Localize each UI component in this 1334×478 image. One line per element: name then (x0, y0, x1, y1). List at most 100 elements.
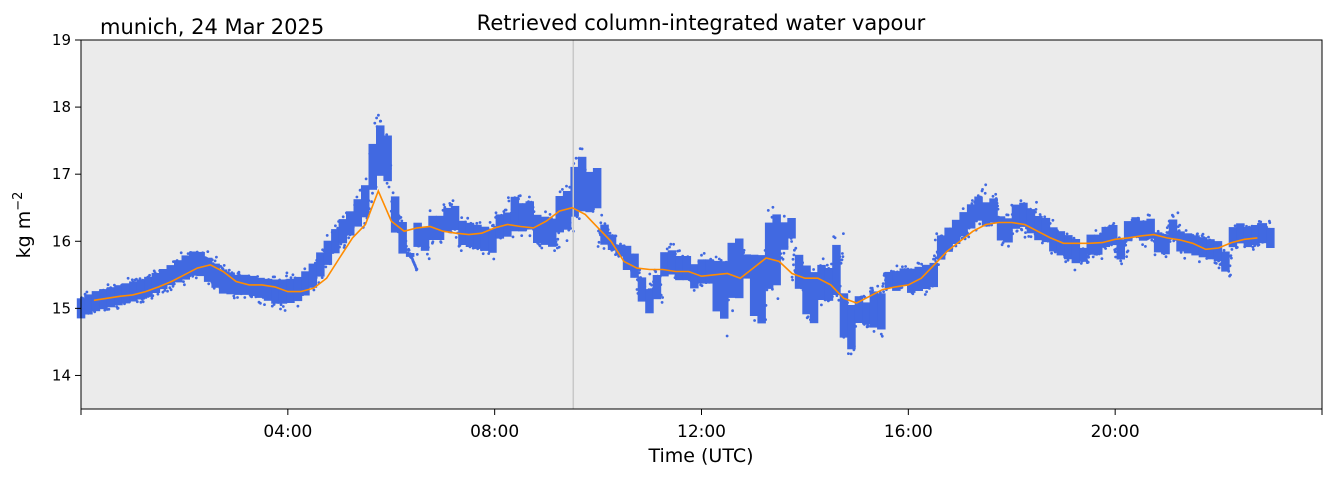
scatter-density-band (458, 220, 467, 245)
scatter-density-band (720, 261, 729, 319)
scatter-point (1015, 229, 1019, 233)
scatter-point (222, 264, 226, 267)
scatter-point (1050, 251, 1053, 255)
scatter-density-band (420, 226, 430, 251)
scatter-point (415, 267, 419, 271)
scatter-point (672, 242, 675, 246)
scatter-point (981, 188, 984, 191)
scatter-density-band (929, 262, 938, 288)
scatter-density-band (443, 207, 452, 233)
scatter-point (1214, 262, 1218, 265)
scatter-point (1104, 247, 1107, 250)
scatter-point (556, 237, 560, 241)
scatter-point (967, 235, 971, 239)
scatter-density-band (1011, 204, 1021, 229)
scatter-point (1198, 260, 1201, 264)
scatter-point (171, 284, 175, 288)
scatter-point (428, 209, 432, 213)
scatter-point (635, 288, 639, 291)
scatter-point (232, 296, 236, 300)
scatter-point (1079, 262, 1083, 265)
scatter-point (879, 332, 883, 336)
scatter-point (1178, 223, 1182, 227)
scatter-point (342, 246, 346, 249)
scatter-point (961, 207, 965, 211)
scatter-point (303, 267, 307, 271)
scatter-point (1141, 243, 1144, 247)
scatter-density-band (211, 263, 220, 288)
y-axis-label-base: kg m (13, 211, 35, 259)
scatter-point (375, 116, 378, 120)
scatter-point (771, 205, 775, 209)
scatter-point (1217, 266, 1221, 270)
scatter-point (141, 300, 145, 304)
scatter-point (596, 245, 600, 248)
scatter-point (880, 334, 884, 338)
scatter-density-band (1131, 217, 1140, 238)
scatter-point (518, 194, 522, 198)
scatter-point (343, 244, 346, 247)
scatter-density-band (293, 276, 303, 302)
scatter-point (882, 290, 885, 293)
scatter-point (1125, 255, 1128, 258)
scatter-density-band (585, 171, 594, 213)
scatter-point (794, 246, 798, 250)
y-tick-label: 18 (52, 98, 71, 116)
scatter-density-band (533, 214, 542, 243)
scatter-density-band (757, 255, 766, 324)
scatter-point (320, 276, 324, 279)
scatter-density-band (869, 291, 879, 328)
scatter-point (1027, 235, 1031, 238)
scatter-point (971, 199, 974, 202)
scatter-point (1156, 229, 1160, 233)
scatter-density-band (129, 281, 138, 302)
scatter-density-band (1064, 235, 1073, 260)
scatter-point (1233, 224, 1237, 228)
scatter-density-band (645, 289, 654, 314)
scatter-point (904, 265, 907, 268)
scatter-point (568, 185, 572, 189)
scatter-point (450, 203, 454, 206)
scatter-density-band (1258, 223, 1268, 244)
scatter-density-band (667, 250, 677, 275)
scatter-point (911, 292, 915, 296)
scatter-point (669, 242, 673, 246)
scatter-density-band (936, 235, 946, 260)
scatter-point (1100, 257, 1104, 260)
scatter-point (790, 240, 793, 243)
scatter-density-band (525, 201, 534, 230)
scatter-point (364, 177, 368, 181)
scatter-density-band (892, 271, 901, 291)
scatter-point (876, 284, 880, 288)
scatter-point (692, 289, 696, 292)
scatter-point (983, 191, 987, 195)
scatter-point (1230, 248, 1234, 251)
scatter-point (1179, 251, 1183, 254)
scatter-point (574, 156, 578, 160)
scatter-point (1259, 220, 1263, 224)
scatter-density-band (1221, 251, 1230, 272)
scatter-density-band (637, 277, 647, 302)
scatter-point (459, 249, 463, 253)
scatter-point (478, 221, 482, 224)
scatter-point (923, 293, 927, 296)
scatter-density-band (555, 196, 564, 233)
scatter-point (426, 252, 429, 256)
scatter-density-band (749, 254, 759, 316)
scatter-density-band (226, 272, 235, 295)
scatter-density-band (764, 222, 774, 289)
scatter-point (1041, 241, 1044, 245)
scatter-point (487, 252, 491, 256)
scatter-point (507, 196, 510, 200)
scatter-point (1065, 232, 1069, 236)
scatter-density-band (1101, 226, 1110, 247)
scatter-density-band (592, 168, 602, 209)
scatter-point (558, 190, 562, 194)
scatter-point (978, 222, 982, 226)
scatter-point (103, 308, 107, 312)
scatter-point (935, 232, 939, 236)
scatter-density-band (376, 125, 385, 176)
scatter-point (492, 257, 496, 261)
scatter-density-band (862, 302, 871, 325)
scatter-density-band (189, 251, 198, 276)
